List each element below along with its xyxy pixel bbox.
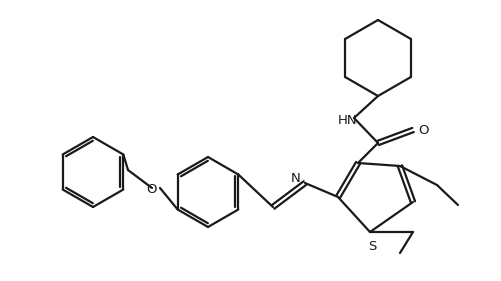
- Text: S: S: [367, 240, 375, 253]
- Text: O: O: [417, 124, 428, 137]
- Text: N: N: [291, 173, 301, 185]
- Text: O: O: [146, 183, 157, 196]
- Text: HN: HN: [338, 114, 357, 126]
